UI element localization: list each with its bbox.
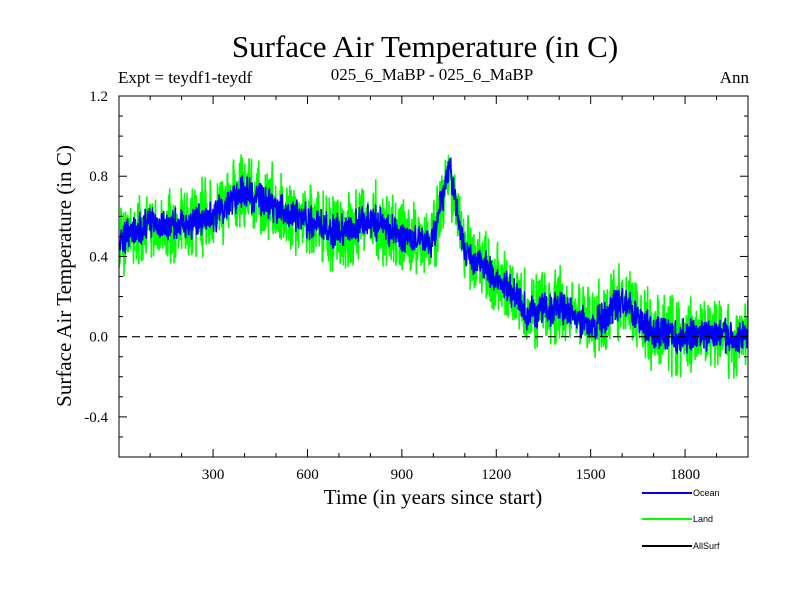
y-tick-label: 0.8 [89, 169, 108, 185]
chart-title: Surface Air Temperature (in C) [232, 29, 618, 64]
season-label: Ann [720, 68, 750, 87]
legend-label-allsurf: AllSurf [693, 541, 720, 551]
legend-label-ocean: Ocean [693, 488, 720, 498]
x-axis-label: Time (in years since start) [324, 485, 543, 509]
y-tick-label: 1.2 [89, 89, 108, 105]
experiment-label: Expt = teydf1-teydf [118, 68, 253, 87]
series-layer [119, 154, 748, 380]
series-line-ocean [119, 157, 748, 355]
x-tick-label: 1200 [481, 467, 511, 483]
axis-ticks: 300 600 900 1200 1500 1800 -0.4 0.0 0.4 0.8 1.2 [84, 89, 748, 483]
x-tick-label: 900 [391, 467, 414, 483]
plot-frame [118, 95, 749, 458]
x-tick-label: 600 [296, 467, 319, 483]
legend-label-land: Land [693, 514, 713, 524]
x-tick-label: 300 [202, 467, 225, 483]
y-tick-label: -0.4 [84, 410, 108, 426]
period-label: 025_6_MaBP - 025_6_MaBP [331, 65, 533, 84]
x-tick-label: 1500 [576, 467, 606, 483]
legend: Ocean Land AllSurf [642, 488, 720, 551]
y-axis-label: Surface Air Temperature (in C) [52, 145, 76, 407]
y-tick-label: 0.0 [89, 330, 108, 346]
y-tick-label: 0.4 [89, 249, 108, 265]
x-tick-label: 1800 [670, 467, 700, 483]
